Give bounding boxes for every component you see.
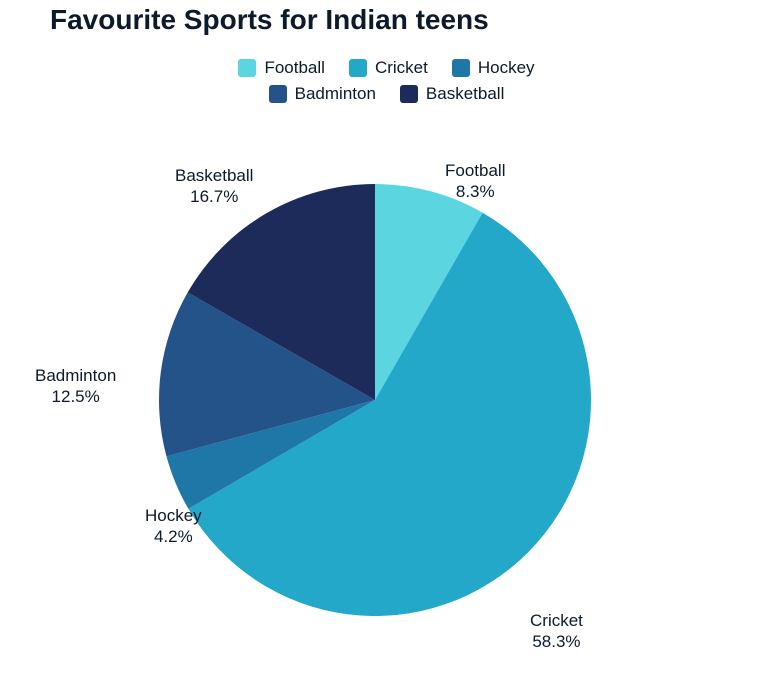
legend-item-badminton: Badminton: [269, 84, 376, 104]
slice-label-cricket-name: Cricket: [530, 611, 583, 630]
slice-label-basketball: Basketball 16.7%: [175, 165, 253, 208]
pie-chart: [155, 180, 595, 620]
legend-label-basketball: Basketball: [426, 84, 504, 104]
chart-container: Favourite Sports for Indian teens Footba…: [0, 0, 773, 681]
slice-label-badminton-pct: 12.5%: [52, 387, 100, 406]
slice-label-badminton: Badminton 12.5%: [35, 365, 116, 408]
pie-area: Football 8.3% Cricket 58.3% Hockey 4.2% …: [0, 150, 773, 681]
slice-label-football-pct: 8.3%: [456, 182, 495, 201]
swatch-cricket: [349, 59, 367, 77]
slice-label-football-name: Football: [445, 161, 505, 180]
chart-title: Favourite Sports for Indian teens: [50, 4, 489, 36]
legend-item-football: Football: [238, 58, 324, 78]
legend-item-basketball: Basketball: [400, 84, 504, 104]
swatch-hockey: [452, 59, 470, 77]
slice-label-cricket-pct: 58.3%: [532, 632, 580, 651]
slice-label-hockey-name: Hockey: [145, 506, 202, 525]
legend-label-badminton: Badminton: [295, 84, 376, 104]
slice-label-basketball-name: Basketball: [175, 166, 253, 185]
legend-label-hockey: Hockey: [478, 58, 535, 78]
legend-row-1: Football Cricket Hockey: [0, 58, 773, 78]
swatch-badminton: [269, 85, 287, 103]
swatch-football: [238, 59, 256, 77]
legend: Football Cricket Hockey Badminton Basket…: [0, 52, 773, 104]
legend-label-football: Football: [264, 58, 324, 78]
slice-label-badminton-name: Badminton: [35, 366, 116, 385]
legend-item-cricket: Cricket: [349, 58, 428, 78]
slice-label-football: Football 8.3%: [445, 160, 505, 203]
legend-item-hockey: Hockey: [452, 58, 535, 78]
slice-label-hockey-pct: 4.2%: [154, 527, 193, 546]
slice-label-cricket: Cricket 58.3%: [530, 610, 583, 653]
slice-label-basketball-pct: 16.7%: [190, 187, 238, 206]
swatch-basketball: [400, 85, 418, 103]
slice-label-hockey: Hockey 4.2%: [145, 505, 202, 548]
legend-row-2: Badminton Basketball: [0, 84, 773, 104]
legend-label-cricket: Cricket: [375, 58, 428, 78]
